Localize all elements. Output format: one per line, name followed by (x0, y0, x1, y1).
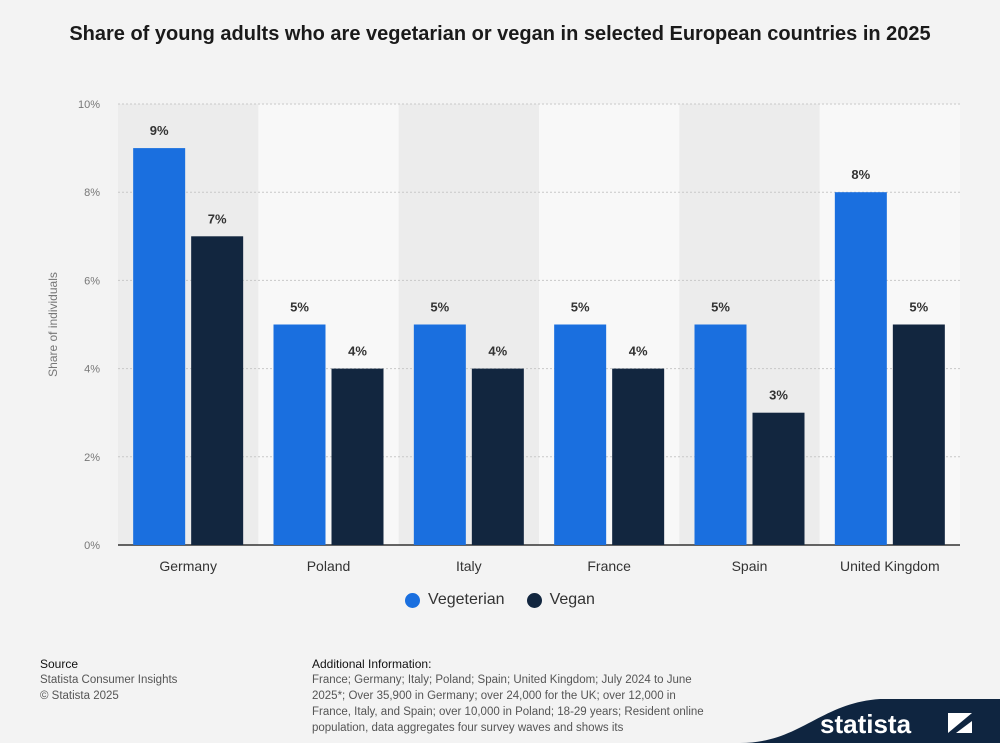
additional-info-heading: Additional Information: (312, 657, 432, 671)
y-tick-label: 2% (84, 452, 100, 464)
y-tick-label: 10% (78, 99, 100, 111)
data-label: 8% (851, 167, 870, 182)
additional-info-text: France; Germany; Italy; Poland; Spain; U… (312, 674, 704, 734)
x-tick-label: Spain (732, 558, 768, 574)
bar (471, 368, 524, 545)
bar (331, 368, 384, 545)
y-tick-label: 4% (84, 364, 100, 376)
brand-wave-shape (740, 699, 1000, 743)
data-label: 5% (290, 300, 309, 315)
legend-item-vegan[interactable]: Vegan (526, 591, 595, 609)
legend-label-vegetarian: Vegeterian (428, 591, 505, 608)
data-label: 5% (711, 300, 730, 315)
brand-mark-icon (948, 713, 972, 733)
brand-wordmark: statista (820, 709, 912, 739)
data-label: 3% (769, 388, 788, 403)
y-tick-label: 8% (84, 187, 100, 199)
legend-item-vegetarian[interactable]: Vegeterian (405, 591, 505, 609)
additional-info-block: Additional Information: France; Germany;… (312, 656, 712, 738)
bar (892, 324, 945, 545)
source-block: Source Statista Consumer Insights © Stat… (40, 656, 177, 704)
legend-swatch-vegetarian (405, 592, 421, 608)
legend-label-vegan: Vegan (549, 591, 595, 608)
legend-swatch-vegan (526, 592, 542, 608)
y-axis-label: Share of individuals (46, 272, 60, 377)
x-tick-label: Germany (159, 558, 217, 574)
bar (612, 368, 665, 545)
bar (133, 148, 186, 545)
data-label: 4% (629, 344, 648, 359)
x-tick-label: Italy (456, 558, 482, 574)
bar (554, 324, 607, 545)
source-heading: Source (40, 657, 79, 671)
bar (273, 324, 326, 545)
legend: Vegeterian Vegan (0, 591, 1000, 609)
x-tick-label: France (587, 558, 631, 574)
copyright-line: © Statista 2025 (40, 690, 119, 702)
bar (191, 236, 244, 546)
x-tick-label: United Kingdom (840, 558, 940, 574)
data-label: 4% (348, 344, 367, 359)
bar (834, 192, 887, 545)
bar (694, 324, 747, 545)
data-label: 5% (571, 300, 590, 315)
statista-logo[interactable]: statista (740, 683, 1000, 743)
x-tick-label: Poland (307, 558, 351, 574)
data-label: 4% (488, 344, 507, 359)
data-label: 5% (430, 300, 449, 315)
bar (752, 412, 805, 545)
data-label: 7% (208, 211, 227, 226)
data-label: 9% (150, 123, 169, 138)
y-tick-label: 6% (84, 275, 100, 287)
chart-title: Share of young adults who are vegetarian… (69, 23, 931, 45)
bar (413, 324, 466, 545)
source-line[interactable]: Statista Consumer Insights (40, 674, 178, 686)
data-label: 5% (909, 300, 928, 315)
y-tick-label: 0% (84, 540, 100, 552)
